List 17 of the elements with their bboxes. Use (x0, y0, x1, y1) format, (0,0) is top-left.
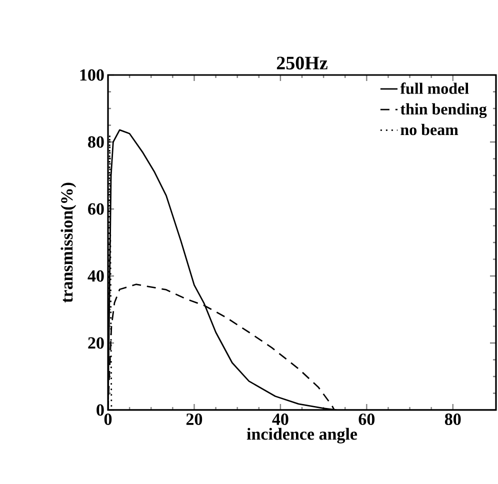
x-tick-label: 40 (272, 414, 288, 425)
y-tick-label: 100 (80, 69, 104, 81)
x-tick-label: 60 (358, 414, 375, 425)
y-tick-label: 80 (88, 136, 104, 148)
y-tick-label: 0 (96, 404, 104, 416)
y-tick-label: 60 (88, 203, 104, 215)
x-tick-label: 80 (444, 414, 461, 425)
x-tick-label: 20 (186, 414, 202, 425)
y-tick-label: 20 (88, 337, 104, 349)
chart-title: 250Hz (276, 56, 328, 70)
legend-label: thin bending (400, 103, 487, 118)
legend-label: no beam (400, 124, 458, 136)
x-axis-title: incidence angle (246, 428, 358, 444)
legend-label: full model (400, 82, 469, 94)
x-tick-label: 0 (104, 414, 112, 425)
y-tick-label: 40 (88, 270, 104, 282)
y-axis-title: transmission(%) (60, 182, 76, 303)
